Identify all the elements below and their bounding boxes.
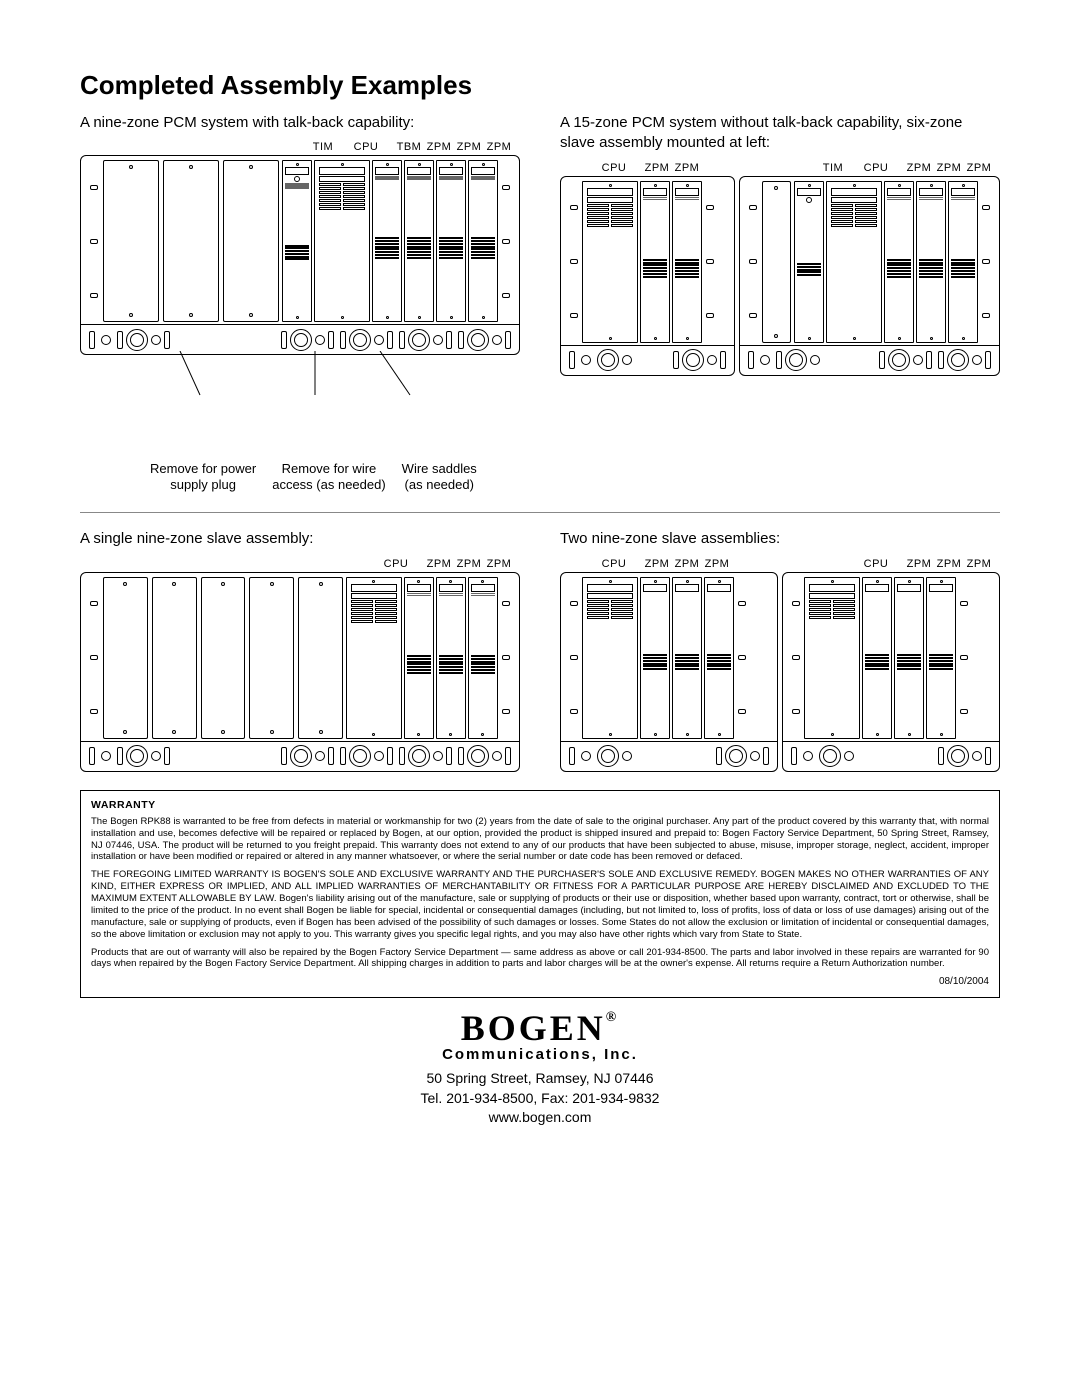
example-bottom-right: Two nine-zone slave assemblies: CPU ZPM … xyxy=(560,529,1000,771)
module-zpm xyxy=(862,577,892,739)
rack-bl xyxy=(80,572,520,772)
module-zpm xyxy=(640,181,670,343)
module-zpm xyxy=(436,160,466,322)
module-zpm xyxy=(916,181,946,343)
module-cpu xyxy=(346,577,402,739)
module-zpm xyxy=(948,181,978,343)
caption-bottom-left: A single nine-zone slave assembly: xyxy=(80,529,520,549)
blank-slot xyxy=(223,160,279,322)
module-labels-tl: TIM CPU TBM ZPM ZPM ZPM xyxy=(80,141,520,153)
rack-tl xyxy=(80,155,520,355)
warranty-heading: Warranty xyxy=(91,799,989,812)
module-zpm xyxy=(404,577,434,739)
example-top-left: A nine-zone PCM system with talk-back ca… xyxy=(80,113,520,492)
warranty-p3: Products that are out of warranty will a… xyxy=(91,947,989,971)
module-cpu xyxy=(804,577,860,739)
warranty-box: Warranty The Bogen RPK88 is warranted to… xyxy=(80,790,1000,998)
module-zpm xyxy=(468,577,498,739)
blank-slot xyxy=(163,160,219,322)
callout-power: Remove for powersupply plug xyxy=(150,461,256,492)
callouts-tl xyxy=(80,351,520,411)
module-zpm xyxy=(884,181,914,343)
module-zpm xyxy=(672,577,702,739)
module-zpm xyxy=(704,577,734,739)
warranty-p1: The Bogen RPK88 is warranted to be free … xyxy=(91,816,989,864)
module-cpu xyxy=(314,160,370,322)
module-zpm xyxy=(468,160,498,322)
example-bottom-left: A single nine-zone slave assembly: CPU Z… xyxy=(80,529,520,771)
example-top-right: A 15-zone PCM system without talk-back c… xyxy=(560,113,1000,492)
callout-saddle: Wire saddles(as needed) xyxy=(402,461,477,492)
footer: BOGEN® Communications, Inc. 50 Spring St… xyxy=(80,1012,1000,1128)
brand-logo: BOGEN® xyxy=(80,1012,1000,1044)
warranty-date: 08/10/2004 xyxy=(91,976,989,989)
warranty-p2: THE FOREGOING LIMITED WARRANTY IS BOGEN'… xyxy=(91,869,989,940)
rack-pair-br xyxy=(560,572,1000,772)
module-tbm xyxy=(372,160,402,322)
module-labels-tr: CPU ZPM ZPM TIM CPU ZPM ZPM ZPM xyxy=(560,162,1000,174)
module-zpm xyxy=(640,577,670,739)
rack-ear-left xyxy=(87,160,101,322)
examples-bottom-row: A single nine-zone slave assembly: CPU Z… xyxy=(80,529,1000,771)
module-zpm xyxy=(894,577,924,739)
module-zpm xyxy=(926,577,956,739)
footer-address: 50 Spring Street, Ramsey, NJ 07446 Tel. … xyxy=(80,1069,1000,1128)
module-cpu xyxy=(582,577,638,739)
brand-sub: Communications, Inc. xyxy=(80,1046,1000,1063)
separator xyxy=(80,512,1000,513)
rack-knockouts xyxy=(81,324,519,354)
module-cpu xyxy=(826,181,882,343)
blank-slot xyxy=(103,160,159,322)
rack-pair-tr xyxy=(560,176,1000,376)
caption-bottom-right: Two nine-zone slave assemblies: xyxy=(560,529,1000,549)
caption-top-left: A nine-zone PCM system with talk-back ca… xyxy=(80,113,520,133)
callout-labels-tl: Remove for powersupply plug Remove for w… xyxy=(80,461,520,492)
module-zpm xyxy=(672,181,702,343)
caption-top-right: A 15-zone PCM system without talk-back c… xyxy=(560,113,1000,154)
module-zpm xyxy=(404,160,434,322)
callout-wire: Remove for wireaccess (as needed) xyxy=(272,461,385,492)
module-labels-bl: CPU ZPM ZPM ZPM xyxy=(80,558,520,570)
module-cpu xyxy=(582,181,638,343)
examples-top-row: A nine-zone PCM system with talk-back ca… xyxy=(80,113,1000,492)
module-tim xyxy=(282,160,312,322)
module-zpm xyxy=(436,577,466,739)
module-tim xyxy=(794,181,824,343)
rack-ear-right xyxy=(499,160,513,322)
module-labels-br: CPU ZPM ZPM ZPM CPU ZPM ZPM ZPM xyxy=(560,558,1000,570)
page-title: Completed Assembly Examples xyxy=(80,70,1000,101)
